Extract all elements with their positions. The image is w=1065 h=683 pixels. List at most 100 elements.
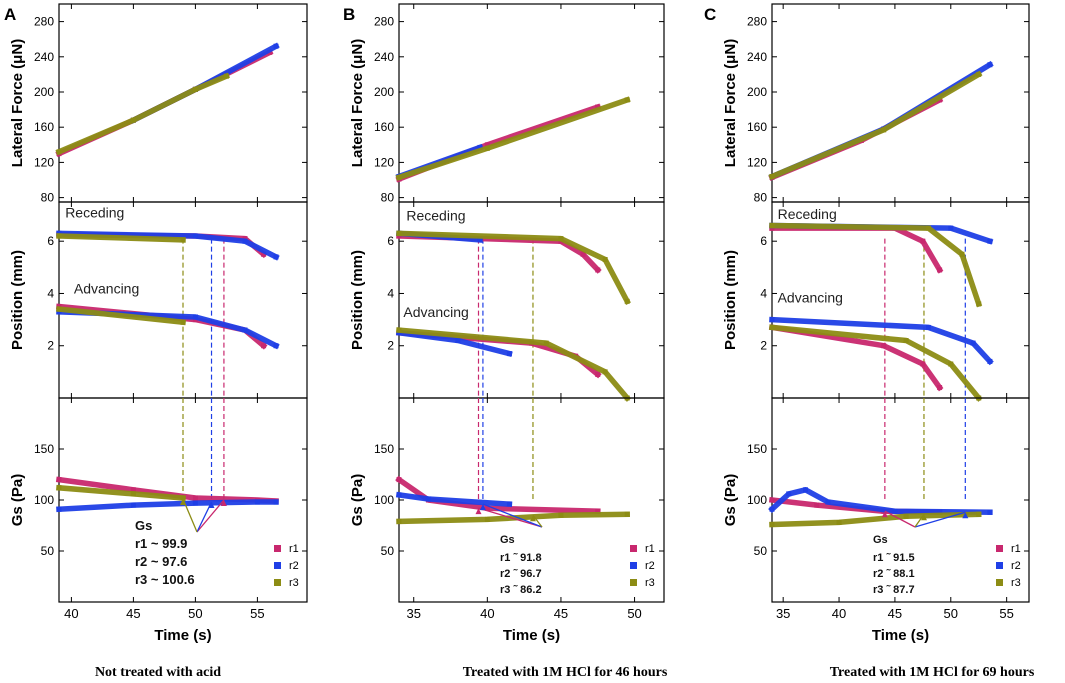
subplot-lateral: 80 120 160 200 240 280 Lateral Force (μN) xyxy=(349,3,665,205)
y-tick-label: 6 xyxy=(47,234,54,248)
y-tick-label: 6 xyxy=(387,234,394,248)
data-point-r3 xyxy=(769,324,775,330)
data-point-r3 xyxy=(56,149,62,155)
data-point-r2 xyxy=(477,237,483,243)
y-tick-label: 160 xyxy=(34,120,54,134)
x-tick-label: 35 xyxy=(776,606,790,621)
chart-caption: Not treated with acid xyxy=(95,665,221,680)
legend-marker-r2 xyxy=(996,562,1003,569)
data-point-r2 xyxy=(273,499,279,505)
y-tick-label: 4 xyxy=(760,286,767,300)
series-r3 xyxy=(55,306,187,326)
data-point-r2 xyxy=(506,351,512,357)
data-point-r3 xyxy=(484,516,490,522)
chart-caption: Treated with 1M HCl for 69 hours xyxy=(830,665,1035,680)
x-tick-label: 35 xyxy=(406,606,420,621)
y-tick-label: 200 xyxy=(34,85,54,99)
y-tick-label: 120 xyxy=(34,155,54,169)
legend-label-r2: r2 xyxy=(1011,560,1021,572)
legend-marker-r1 xyxy=(996,545,1003,552)
chart-caption: Treated with 1M HCl for 46 hours xyxy=(463,665,668,680)
series-r1 xyxy=(395,475,601,515)
y-tick-label: 280 xyxy=(374,15,394,29)
data-point-r2 xyxy=(242,327,248,333)
data-point-r3 xyxy=(223,73,229,79)
subplot-gs: 50 100 150 Gs (Pa) Gs r1 ~ 99.9 r2 ~ 97.6 r3 ~ … xyxy=(9,397,308,644)
x-tick-label: 50 xyxy=(188,606,202,621)
gs-value-r2: r2 ~ 97.6 xyxy=(135,554,187,569)
data-point-r2 xyxy=(948,225,954,231)
x-tick-label: 50 xyxy=(944,606,958,621)
region-label: Receding xyxy=(778,206,837,222)
data-point-r3 xyxy=(396,518,402,524)
series-r2 xyxy=(56,499,279,513)
gs-value-r3: r3 ˜ 87.7 xyxy=(873,584,915,596)
subplot-lateral: 80 120 160 200 240 280 Lateral Force (μN) xyxy=(9,3,308,205)
data-point-r1 xyxy=(396,477,402,483)
data-point-r2 xyxy=(825,499,831,505)
series-r3 xyxy=(768,324,983,402)
series-r2 xyxy=(395,491,513,508)
data-point-r2 xyxy=(56,506,62,512)
gs-arrowhead-r1 xyxy=(881,511,888,518)
y-axis-label: Gs (Pa) xyxy=(9,474,26,527)
data-point-r3 xyxy=(769,223,775,229)
data-point-r3 xyxy=(976,301,982,307)
gs-arrow-r3 xyxy=(532,514,543,528)
y-tick-label: 80 xyxy=(754,191,768,205)
legend-marker-r3 xyxy=(630,579,637,586)
y-tick-label: 100 xyxy=(34,493,54,507)
gs-value-r3: r3 ˜ 86.2 xyxy=(500,584,542,596)
panel-letter: A xyxy=(4,5,16,24)
y-axis-label: Position (mm) xyxy=(9,250,26,350)
series-r1 xyxy=(768,324,944,392)
data-point-r1 xyxy=(937,267,943,273)
y-tick-label: 50 xyxy=(754,544,768,558)
data-point-r1 xyxy=(192,495,198,501)
legend-marker-r3 xyxy=(996,579,1003,586)
data-point-r3 xyxy=(769,173,775,179)
legend-marker-r1 xyxy=(630,545,637,552)
data-point-r2 xyxy=(455,338,461,344)
x-tick-label: 55 xyxy=(999,606,1013,621)
data-point-r2 xyxy=(506,501,512,507)
data-point-r2 xyxy=(396,492,402,498)
y-tick-label: 120 xyxy=(374,155,394,169)
legend-marker-r2 xyxy=(274,562,281,569)
data-point-r2 xyxy=(273,43,279,49)
legend-label-r3: r3 xyxy=(645,577,655,589)
data-point-r1 xyxy=(881,343,887,349)
data-point-r2 xyxy=(987,358,993,364)
gs-value-r2: r2 ˜ 96.7 xyxy=(500,568,542,580)
legend-label-r2: r2 xyxy=(289,560,299,572)
data-point-r1 xyxy=(937,385,943,391)
gs-arrowhead-r3 xyxy=(180,498,186,505)
y-tick-label: 280 xyxy=(34,15,54,29)
data-point-r3 xyxy=(130,117,136,123)
region-label: Receding xyxy=(406,207,465,223)
y-axis-label: Gs (Pa) xyxy=(722,474,739,527)
data-point-r2 xyxy=(477,144,483,150)
gs-arrow-r1 xyxy=(196,499,225,533)
series-r3 xyxy=(396,327,632,402)
data-point-r3 xyxy=(602,369,608,375)
data-point-r3 xyxy=(624,298,630,304)
gs-arrow-r2 xyxy=(482,503,543,528)
y-tick-label: 150 xyxy=(34,442,54,456)
data-point-r2 xyxy=(803,487,809,493)
legend-label-r2: r2 xyxy=(645,560,655,572)
gs-value-r2: r2 ˜ 88.1 xyxy=(873,568,915,580)
y-tick-label: 240 xyxy=(374,50,394,64)
subplot-gs: 50 100 150 Gs (Pa) Gs r1 ˜ 91.8 r2 ˜ 96.7 r3 ˜ … xyxy=(349,397,665,644)
data-point-r1 xyxy=(484,505,490,511)
data-point-r1 xyxy=(769,497,775,503)
x-tick-label: 40 xyxy=(480,606,494,621)
data-point-r3 xyxy=(130,491,136,497)
y-tick-label: 2 xyxy=(760,339,767,353)
data-point-r3 xyxy=(624,97,630,103)
data-point-r1 xyxy=(595,267,601,273)
y-tick-label: 4 xyxy=(47,286,54,300)
data-point-r1 xyxy=(261,343,267,349)
y-tick-label: 4 xyxy=(387,286,394,300)
